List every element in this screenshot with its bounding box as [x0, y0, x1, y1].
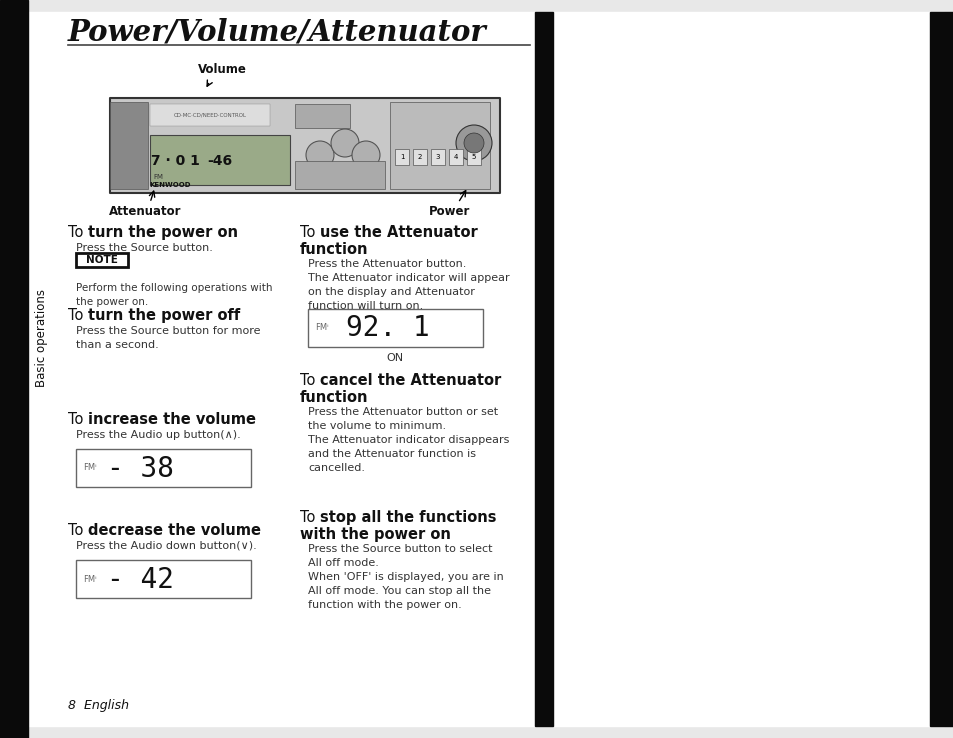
Text: To: To — [68, 225, 88, 240]
Text: FMⁱ: FMⁱ — [314, 323, 328, 333]
Text: To: To — [68, 523, 88, 538]
Text: turn the power on: turn the power on — [88, 225, 237, 240]
Text: 7 · 0 1: 7 · 0 1 — [151, 154, 199, 168]
Text: 1: 1 — [399, 154, 404, 160]
Bar — [390, 102, 490, 189]
Bar — [150, 104, 270, 126]
Circle shape — [463, 133, 483, 153]
Text: Press the Attenuator button.
The Attenuator indicator will appear
on the display: Press the Attenuator button. The Attenua… — [308, 259, 509, 311]
Text: Perform the following operations with
the power on.: Perform the following operations with th… — [76, 283, 273, 307]
Text: turn the power off: turn the power off — [88, 308, 240, 323]
Bar — [294, 161, 385, 189]
Text: To: To — [68, 412, 88, 427]
Text: function: function — [299, 390, 368, 405]
Text: Press the Source button to select
All off mode.
When 'OFF' is displayed, you are: Press the Source button to select All of… — [308, 544, 503, 610]
Circle shape — [331, 129, 358, 157]
Text: - 38: - 38 — [108, 455, 174, 483]
Bar — [110, 98, 499, 193]
Text: with the power on: with the power on — [299, 527, 451, 542]
Bar — [76, 253, 128, 267]
Text: FM: FM — [152, 174, 163, 180]
Text: KENWOOD: KENWOOD — [149, 182, 191, 188]
Bar — [413, 149, 427, 165]
Text: Basic operations: Basic operations — [35, 289, 49, 387]
Bar — [294, 104, 350, 128]
Text: 5: 5 — [472, 154, 476, 160]
Text: - 42: - 42 — [108, 566, 174, 594]
Bar — [449, 149, 462, 165]
Text: increase the volume: increase the volume — [88, 412, 255, 427]
Bar — [150, 135, 290, 185]
Bar — [76, 560, 251, 598]
Text: Press the Audio up button(∧).: Press the Audio up button(∧). — [76, 430, 240, 440]
Text: decrease the volume: decrease the volume — [88, 523, 261, 538]
Text: function: function — [299, 242, 368, 257]
Text: To: To — [299, 510, 319, 525]
Bar — [76, 449, 251, 487]
Circle shape — [352, 141, 379, 169]
Bar — [929, 12, 953, 726]
Text: 8  English: 8 English — [68, 700, 129, 712]
Bar — [431, 149, 444, 165]
Text: use the Attenuator: use the Attenuator — [319, 225, 477, 240]
Text: Press the Attenuator button or set
the volume to minimum.
The Attenuator indicat: Press the Attenuator button or set the v… — [308, 407, 509, 473]
Text: stop all the functions: stop all the functions — [319, 510, 496, 525]
Bar — [395, 149, 409, 165]
Bar — [0, 0, 28, 738]
Bar — [467, 149, 480, 165]
Text: NOTE: NOTE — [86, 255, 118, 265]
Text: Power: Power — [429, 205, 470, 218]
Text: To: To — [299, 225, 319, 240]
Text: Volume: Volume — [197, 63, 246, 76]
Text: 4: 4 — [454, 154, 457, 160]
Circle shape — [306, 141, 334, 169]
Bar — [535, 12, 553, 726]
Text: cancel the Attenuator: cancel the Attenuator — [319, 373, 500, 388]
Bar — [308, 309, 482, 347]
Text: FMⁱ: FMⁱ — [83, 463, 96, 472]
Text: FMⁱ: FMⁱ — [83, 574, 96, 584]
Text: Press the Source button for more
than a second.: Press the Source button for more than a … — [76, 326, 260, 350]
Text: 92. 1: 92. 1 — [346, 314, 430, 342]
Text: To: To — [299, 373, 319, 388]
Text: Attenuator: Attenuator — [109, 205, 181, 218]
Text: 3: 3 — [436, 154, 439, 160]
Text: -46: -46 — [207, 154, 233, 168]
Text: ON: ON — [386, 353, 403, 363]
Text: To: To — [68, 308, 88, 323]
Text: Press the Audio down button(∨).: Press the Audio down button(∨). — [76, 541, 256, 551]
Circle shape — [456, 125, 492, 161]
Bar — [110, 102, 148, 189]
Text: 2: 2 — [417, 154, 422, 160]
Text: Press the Source button.: Press the Source button. — [76, 243, 213, 253]
Text: CD·MC·CD/NEED·CONTROL: CD·MC·CD/NEED·CONTROL — [173, 112, 246, 117]
Text: Power/Volume/Attenuator: Power/Volume/Attenuator — [68, 18, 486, 46]
